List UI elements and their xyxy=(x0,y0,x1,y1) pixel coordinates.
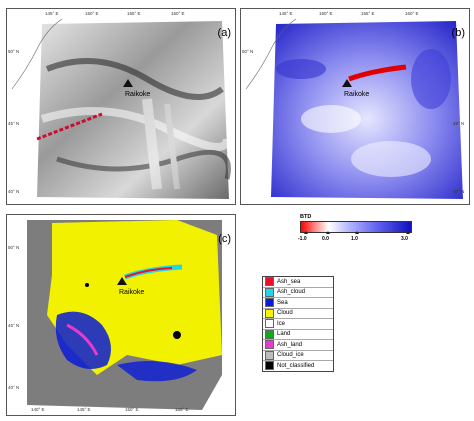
panel-b: (b) Raikoke 50° N 45° N 40° N 145° E 150… xyxy=(240,8,470,205)
lon-label: 160° E xyxy=(405,11,419,16)
lat-label: 45° N xyxy=(453,121,465,126)
lon-label: 150° E xyxy=(319,11,333,16)
panel-c-image xyxy=(7,215,235,415)
lon-label-bottom: 140° E xyxy=(31,407,45,412)
tick-marker xyxy=(355,231,359,234)
colorbar-tick: 3.0 xyxy=(401,236,408,242)
legend-item: Cloud xyxy=(263,308,333,319)
lat-label: 40° N xyxy=(8,385,20,390)
legend-swatch xyxy=(265,340,274,350)
classification-legend: Ash_sea Ash_cloud Sea Cloud Ice Land Ash_land C… xyxy=(262,276,334,372)
lon-label: 145° E xyxy=(45,11,59,16)
lon-label-bottom: 145° E xyxy=(77,407,91,412)
scene-footprint xyxy=(37,21,229,199)
legend-swatch xyxy=(265,350,274,360)
volcano-label: Raikoke xyxy=(344,91,370,98)
lon-label-bottom: 155° E xyxy=(175,407,189,412)
legend-item: Cloud_ice xyxy=(263,350,333,361)
lon-label-bottom: 150° E xyxy=(125,407,139,412)
legend-swatch xyxy=(265,298,274,308)
volcano-marker xyxy=(117,277,127,285)
colorbar-tick: 1.0 xyxy=(351,236,358,242)
panel-label: (c) xyxy=(218,233,231,245)
legend-label: Land xyxy=(277,331,291,338)
lat-label: 50° N xyxy=(242,49,254,54)
panel-a-image xyxy=(11,18,231,199)
legend-item: Ash_land xyxy=(263,340,333,351)
tick-marker xyxy=(304,231,308,234)
legend-label: Sea xyxy=(277,299,288,306)
legend-label: Cloud_ice xyxy=(277,352,304,359)
legend-label: Cloud xyxy=(277,310,293,317)
legend-swatch xyxy=(265,319,274,329)
legend-swatch xyxy=(265,329,274,339)
legend-item: Sea xyxy=(263,298,333,309)
panel-label: (a) xyxy=(217,27,231,39)
legend-label: Ice xyxy=(277,320,286,327)
volcano-marker xyxy=(342,79,352,87)
legend-label: Not_classified xyxy=(277,362,315,369)
lon-label: 150° E xyxy=(85,11,99,16)
colorbar-tick: -1.0 xyxy=(298,236,307,242)
panel-b-image xyxy=(245,18,463,199)
volcano-marker xyxy=(123,79,133,87)
legend-item: Ice xyxy=(263,319,333,330)
panel-c: (c) Raikoke 50° N 45° N 40° N 140° E 145… xyxy=(6,214,236,416)
legend-item: Ash_cloud xyxy=(263,287,333,298)
panel-label: (b) xyxy=(451,27,465,39)
ash-sea-plume xyxy=(124,267,173,278)
lon-label: 155° E xyxy=(361,11,375,16)
lat-label: 50° N xyxy=(8,245,20,250)
ash-plume xyxy=(348,64,407,82)
colorbar-title: BTD xyxy=(300,214,312,220)
lat-label: 45° N xyxy=(8,121,20,126)
legend-label: Ash_sea xyxy=(277,278,301,285)
legend-label: Ash_land xyxy=(277,341,303,348)
legend-item: Not_classified xyxy=(263,361,333,371)
legend-swatch xyxy=(265,277,274,287)
legend-swatch xyxy=(265,361,274,371)
lat-label: 50° N xyxy=(8,49,20,54)
volcano-label: Raikoke xyxy=(125,91,151,98)
btd-colorbar: BTD -1.0 0.0 1.0 3.0 xyxy=(296,214,416,244)
colorbar-tick: 0.0 xyxy=(322,236,329,242)
lon-label: 145° E xyxy=(279,11,293,16)
lat-label: 40° N xyxy=(8,189,20,194)
legend-swatch xyxy=(265,308,274,318)
tick-marker xyxy=(326,231,330,234)
legend-item: Land xyxy=(263,329,333,340)
panel-a: (a) Raikoke 50° N 45° N 40° N 145° E 150… xyxy=(6,8,236,205)
lat-label: 40° N xyxy=(453,189,465,194)
legend-label: Ash_cloud xyxy=(277,289,306,296)
lat-label: 45° N xyxy=(8,323,20,328)
lon-label: 155° E xyxy=(127,11,141,16)
legend-item: Ash_sea xyxy=(263,277,333,288)
legend-swatch xyxy=(265,287,274,297)
volcano-label: Raikoke xyxy=(119,289,145,296)
lon-label: 160° E xyxy=(171,11,185,16)
tick-marker xyxy=(406,231,410,234)
